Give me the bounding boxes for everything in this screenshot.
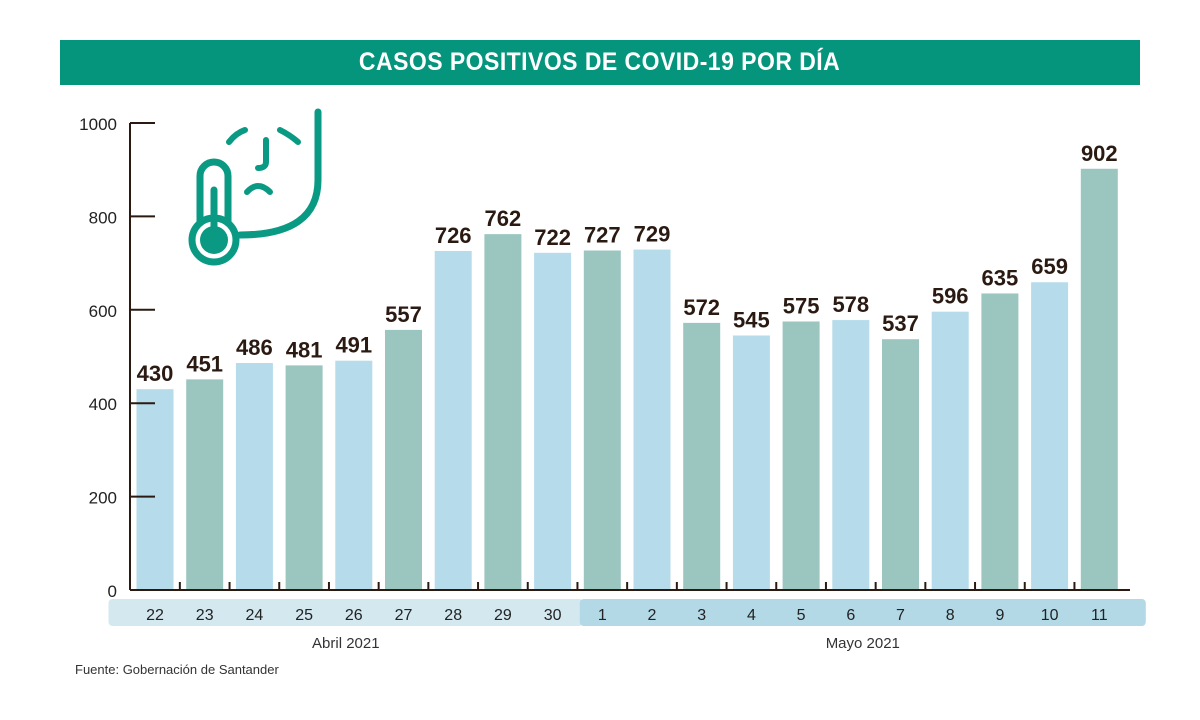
x-tick-label: 30 — [544, 607, 562, 624]
data-label: 659 — [1031, 254, 1068, 279]
data-label: 762 — [485, 206, 522, 231]
group-band — [108, 599, 584, 626]
y-tick-label: 800 — [89, 208, 117, 227]
group-label: Mayo 2021 — [826, 635, 900, 652]
data-label: 451 — [186, 351, 223, 376]
data-label: 537 — [882, 311, 919, 336]
y-tick-label: 0 — [108, 582, 117, 601]
y-tick-label: 200 — [89, 489, 117, 508]
source-note: Fuente: Gobernación de Santander — [75, 662, 279, 677]
data-label: 557 — [385, 302, 422, 327]
bar — [1080, 168, 1118, 591]
bar — [484, 234, 522, 590]
bar — [186, 379, 224, 590]
x-tick-label: 23 — [196, 607, 214, 624]
data-label: 545 — [733, 307, 770, 332]
bar — [434, 250, 472, 590]
data-label: 481 — [286, 337, 323, 362]
bar — [335, 360, 373, 590]
data-label: 726 — [435, 223, 472, 248]
x-tick-label: 9 — [995, 607, 1004, 624]
bar — [633, 249, 671, 590]
bar — [1031, 282, 1069, 590]
group-band — [579, 599, 1146, 626]
bar — [235, 363, 273, 590]
data-label: 727 — [584, 222, 621, 247]
bar — [583, 250, 621, 590]
x-tick-label: 1 — [598, 607, 607, 624]
bar — [136, 389, 174, 590]
data-label: 902 — [1081, 141, 1118, 166]
bar — [782, 321, 820, 590]
data-label: 430 — [137, 361, 174, 386]
y-tick-label: 600 — [89, 302, 117, 321]
group-label: Abril 2021 — [312, 635, 380, 652]
bar — [981, 293, 1019, 590]
x-tick-label: 6 — [846, 607, 855, 624]
data-label: 578 — [832, 292, 869, 317]
x-tick-label: 5 — [797, 607, 806, 624]
data-label: 491 — [335, 333, 372, 358]
x-tick-label: 28 — [444, 607, 462, 624]
x-tick-label: 8 — [946, 607, 955, 624]
bar — [882, 339, 919, 590]
x-tick-label: 29 — [494, 607, 512, 624]
x-tick-label: 25 — [295, 607, 313, 624]
x-tick-label: 4 — [747, 607, 756, 624]
data-label: 575 — [783, 293, 820, 318]
bar — [931, 311, 969, 590]
x-tick-label: 24 — [246, 607, 264, 624]
x-tick-label: 2 — [648, 607, 657, 624]
bar — [832, 320, 870, 590]
bar — [385, 329, 422, 590]
data-label: 635 — [982, 265, 1019, 290]
x-tick-label: 22 — [146, 607, 164, 624]
title-banner: CASOS POSITIVOS DE COVID-19 POR DÍA — [60, 40, 1140, 85]
x-tick-label: 3 — [697, 607, 706, 624]
x-tick-label: 11 — [1091, 607, 1108, 624]
bar — [285, 365, 323, 590]
thermometer-face-icon — [188, 108, 322, 266]
data-label: 486 — [236, 335, 273, 360]
y-tick-label: 1000 — [79, 115, 117, 134]
x-tick-label: 10 — [1041, 607, 1059, 624]
data-label: 722 — [534, 225, 571, 250]
bar — [732, 335, 770, 590]
data-label: 596 — [932, 284, 969, 309]
data-label: 572 — [683, 295, 720, 320]
bar — [683, 322, 721, 590]
chart-title: CASOS POSITIVOS DE COVID-19 POR DÍA — [359, 48, 841, 76]
data-label: 729 — [634, 222, 671, 247]
y-tick-label: 400 — [89, 395, 117, 414]
x-tick-label: 26 — [345, 607, 363, 624]
bar — [534, 252, 572, 591]
x-tick-label: 7 — [896, 607, 905, 624]
x-tick-label: 27 — [395, 607, 413, 624]
